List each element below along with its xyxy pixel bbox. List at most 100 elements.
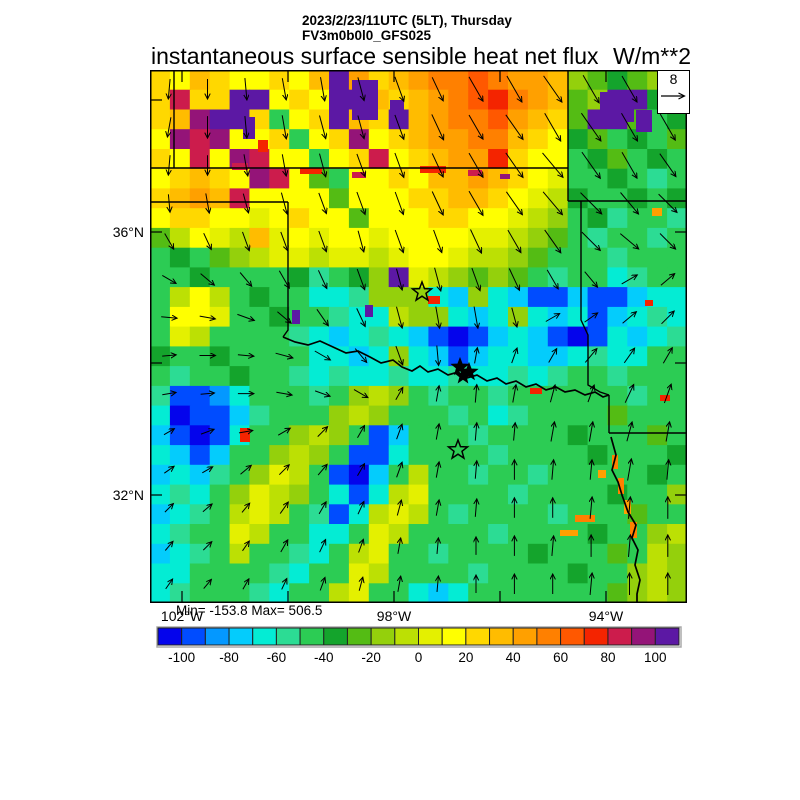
heat-cell [468, 149, 489, 170]
wind-arrow [199, 316, 216, 319]
heat-cell [289, 149, 310, 170]
heat-cell [309, 405, 330, 426]
heat-cell [329, 464, 350, 486]
heat-cell [488, 464, 509, 486]
heat-cell [249, 208, 270, 229]
wind-arrow [667, 460, 669, 480]
heat-cell [368, 543, 390, 565]
wind-arrow [358, 539, 364, 553]
heat-cell [488, 267, 509, 288]
heat-cell [348, 227, 370, 249]
heat-cell [229, 188, 251, 209]
heat-cell [508, 563, 529, 584]
heat-cell [249, 425, 270, 446]
heat-cell [667, 543, 687, 565]
heat-cell [408, 425, 430, 446]
heat-cell [348, 484, 370, 505]
heat-cell [229, 563, 251, 584]
wind-arrow [629, 535, 631, 557]
heat-cell [169, 405, 191, 426]
heat-cell [428, 267, 449, 288]
wind-arrow [549, 385, 555, 403]
heat-cell [607, 149, 628, 170]
heat-cell [309, 543, 330, 565]
heat-cell [169, 287, 191, 308]
heat-cell [209, 149, 231, 170]
wind-arrow [552, 536, 554, 556]
heat-cell [488, 385, 509, 407]
heat-cell [607, 346, 628, 367]
heat-cell [667, 227, 687, 249]
heat-cell [607, 583, 628, 603]
heat-cell [229, 405, 251, 426]
heat-cell [627, 149, 648, 170]
heat-cell [527, 129, 549, 150]
heat-cell [189, 504, 211, 525]
heat-cell [488, 504, 509, 525]
heat-cell [428, 405, 449, 426]
wind-arrow [436, 424, 439, 440]
heat-cell [150, 445, 171, 466]
wind-arrow [661, 311, 675, 325]
heat-cell [169, 464, 191, 486]
heat-cell [527, 484, 549, 505]
heat-cell [567, 346, 589, 367]
heat-cell [527, 425, 549, 446]
heat-cell [587, 247, 609, 268]
wind-arrow [200, 273, 215, 286]
heat-cell [150, 366, 171, 387]
heat-cell [289, 346, 310, 367]
wind-arrow [317, 427, 328, 437]
heat-cell [627, 208, 648, 229]
river-border [610, 436, 641, 603]
heat-cell [269, 149, 290, 170]
heat-cell [448, 149, 469, 170]
heat-cell [448, 543, 469, 565]
heat-cell [647, 405, 668, 426]
wind-arrow [620, 192, 639, 215]
heat-cell [607, 326, 628, 347]
heat-cell [468, 326, 489, 347]
wind-arrow [168, 79, 170, 99]
heat-cell [547, 563, 569, 584]
heat-cell [150, 504, 171, 525]
heat-cell [408, 524, 430, 545]
heat-cell [269, 504, 290, 525]
colorbar-tick-label: 20 [458, 650, 473, 665]
heat-cell [229, 484, 251, 505]
heat-cell [408, 149, 430, 170]
heat-cell [587, 366, 609, 387]
wind-arrow [550, 422, 555, 442]
heat-cell [329, 504, 350, 525]
heat-cell [428, 524, 449, 545]
heat-cell [169, 425, 191, 446]
heat-cell [309, 287, 330, 308]
heat-cell [309, 208, 330, 229]
heat-cell [488, 524, 509, 545]
heat-cell [169, 385, 191, 407]
heat-cell [189, 306, 211, 328]
heat-cell [348, 247, 370, 268]
heat-cell [348, 267, 370, 288]
heat-cell [309, 306, 330, 328]
heat-cell [309, 129, 330, 150]
heat-cell [408, 227, 430, 249]
heat-cell [587, 306, 609, 328]
heat-cell [488, 208, 509, 229]
wind-arrow [240, 465, 252, 475]
heat-cell [627, 188, 648, 209]
heat-cell [348, 524, 370, 545]
heat-cell [408, 129, 430, 150]
heat-cell [667, 247, 687, 268]
heat-cell [368, 583, 390, 603]
wind-arrow [275, 352, 293, 358]
heat-cell [169, 563, 191, 584]
heat-cell [309, 89, 330, 110]
heat-cell [667, 583, 687, 603]
flux-speck [645, 300, 653, 306]
heat-cell [269, 346, 290, 367]
heat-cell [627, 425, 648, 446]
heat-cell [189, 247, 211, 268]
heat-cell [627, 267, 648, 288]
